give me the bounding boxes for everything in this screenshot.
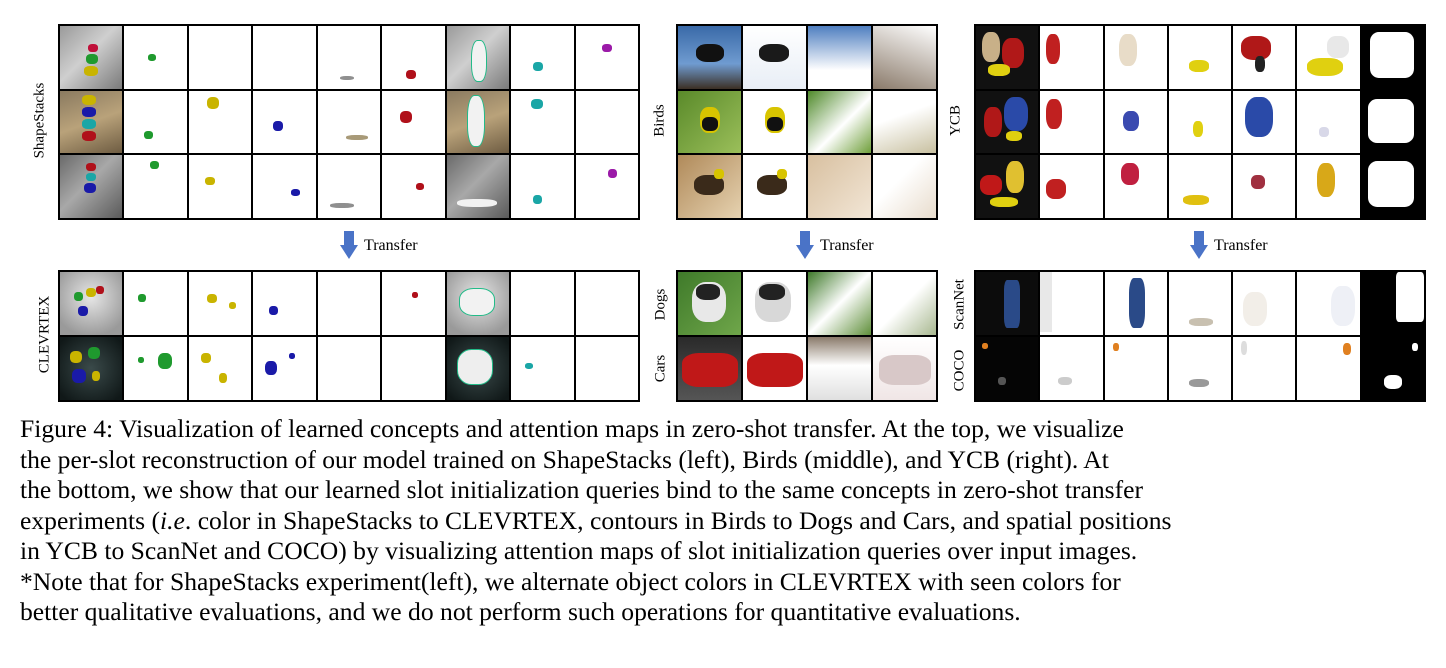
caption-line-6: *Note that for ShapeStacks experiment(le…	[20, 566, 1121, 596]
ycb-grid	[974, 24, 1426, 220]
scannet-coco-grid	[974, 270, 1426, 402]
clevrtex-grid	[58, 270, 640, 402]
shapestacks-attention-overlay	[446, 26, 510, 89]
dogs-label: Dogs	[652, 288, 669, 321]
caption-line-2: the per-slot reconstruction of our model…	[20, 444, 1109, 474]
scannet-label: ScanNet	[951, 279, 968, 330]
birds-grid	[676, 24, 938, 220]
down-arrow-icon	[796, 231, 814, 261]
ycb-transfer: Transfer	[1190, 231, 1268, 261]
caption-line-4-prefix: experiments (	[20, 505, 161, 535]
birds-transfer: Transfer	[796, 231, 874, 261]
birds-label: Birds	[651, 104, 668, 137]
transfer-label: Transfer	[1214, 237, 1268, 254]
transfer-label: Transfer	[364, 237, 418, 254]
dogs-cars-grid	[676, 270, 938, 402]
ycb-label: YCB	[947, 105, 964, 136]
caption-line-4-suffix: .	[184, 505, 198, 535]
shapestacks-input-image	[60, 26, 123, 89]
figure-caption: Figure 4: Visualization of learned conce…	[20, 414, 1430, 628]
caption-line-5: in YCB to ScanNet and COCO) by visualizi…	[20, 536, 1138, 565]
coco-label: COCO	[951, 349, 968, 392]
clevrtex-label: CLEVRTEX	[36, 295, 53, 374]
cars-label: Cars	[652, 354, 669, 383]
shapestacks-grid	[58, 24, 640, 220]
caption-line-4: experiments (i.e. color in ShapeStacks t…	[20, 506, 1430, 537]
caption-line-4-italic: i.e	[160, 505, 185, 535]
down-arrow-icon	[1190, 231, 1208, 261]
caption-line-4-body: color in ShapeStacks to CLEVRTEX, contou…	[197, 505, 1172, 535]
down-arrow-icon	[340, 231, 358, 261]
shapestacks-label: ShapeStacks	[31, 82, 48, 159]
transfer-label: Transfer	[820, 237, 874, 254]
bird-input-image	[678, 26, 741, 89]
caption-line-7: better qualitative evaluations, and we d…	[20, 597, 1021, 626]
caption-line-3: the bottom, we show that our learned slo…	[20, 475, 1143, 504]
caption-line-1: Figure 4: Visualization of learned conce…	[20, 414, 1124, 443]
shapestacks-transfer: Transfer	[340, 231, 418, 261]
